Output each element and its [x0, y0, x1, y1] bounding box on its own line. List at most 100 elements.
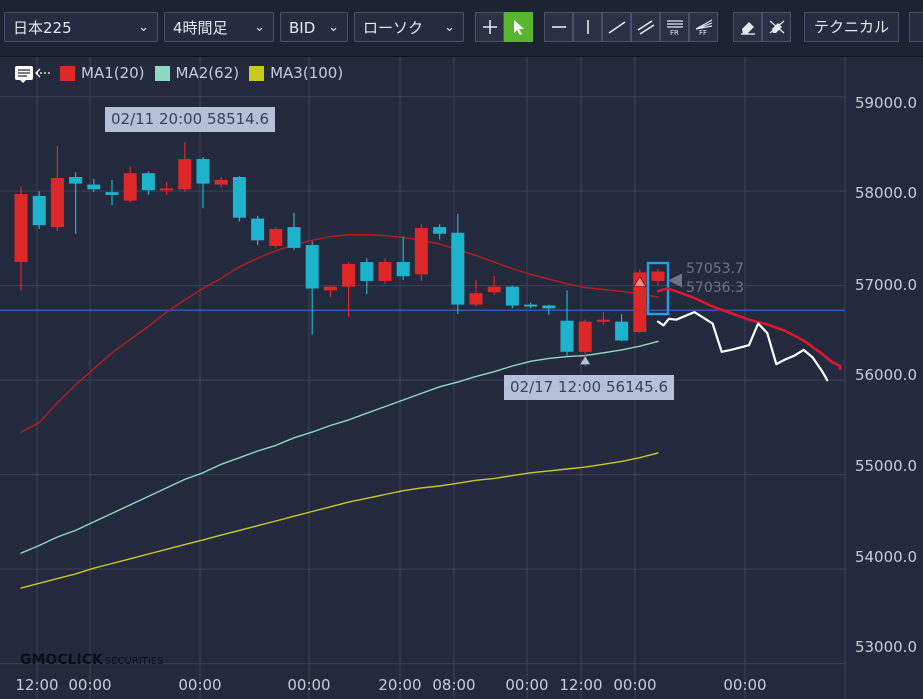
ma1-line — [20, 234, 659, 433]
crosshair-icon — [482, 20, 497, 34]
fibonacci-fan-tool-button[interactable]: FF — [689, 12, 718, 42]
chevron-down-icon: ⌄ — [254, 20, 265, 35]
chevron-down-icon: ⌄ — [138, 20, 149, 35]
logo-main-text: GMOCLICK — [20, 652, 103, 668]
timeframe-label: 4時間足 — [173, 19, 228, 37]
price-type-dropdown[interactable]: BID ⌄ — [280, 12, 348, 42]
price-label-upper: 57053.7 — [686, 261, 744, 277]
fibonacci-retracement-tool-button[interactable]: FR — [660, 12, 689, 42]
x-axis-label: 00:00 — [287, 676, 331, 694]
y-axis-label: 57000.0 — [854, 276, 917, 294]
legend-ma3: MA3(100) — [249, 64, 343, 82]
low-price-tooltip: 02/17 12:00 56145.6 — [504, 375, 675, 400]
candle-bullish — [50, 177, 64, 228]
horizontal-line-icon — [551, 26, 566, 28]
candles — [14, 142, 665, 367]
gmo-click-logo: GMOCLICK SECURITIES — [20, 652, 163, 668]
ma3-swatch — [249, 65, 265, 81]
candle-bearish — [396, 262, 410, 277]
legend-ma3-label: MA3(100) — [270, 64, 344, 82]
candle-bullish — [469, 293, 483, 305]
candle-bullish — [214, 179, 228, 185]
candle-bearish — [451, 232, 465, 305]
candle-bullish — [487, 286, 501, 293]
candle-bearish — [251, 218, 265, 241]
delete-all-drawings-button[interactable] — [762, 12, 791, 42]
y-axis-label: 54000.0 — [854, 548, 917, 566]
candle-bullish — [342, 263, 356, 287]
pointer-tool-button[interactable] — [504, 12, 533, 42]
parallel-lines-icon — [637, 20, 654, 35]
symbol-dropdown[interactable]: 日本225 ⌄ — [4, 12, 158, 42]
annotation-white-line — [656, 311, 829, 382]
x-axis-label: 20:00 — [378, 676, 422, 694]
candle-bullish — [651, 271, 665, 281]
legend-ma1-label: MA1(20) — [81, 64, 145, 82]
channel-line-tool-button[interactable] — [631, 12, 660, 42]
high-price-tooltip: 02/11 20:00 58514.6 — [105, 107, 276, 132]
horizontal-line-tool-button[interactable] — [544, 12, 573, 42]
candle-bullish — [269, 228, 283, 246]
y-axis-label: 53000.0 — [854, 638, 917, 656]
candle-bearish — [196, 159, 210, 184]
ma2-swatch — [154, 65, 170, 81]
x-axis-label: 00:00 — [505, 676, 549, 694]
x-axis-label: 12:00 — [559, 676, 603, 694]
candle-bearish — [360, 262, 374, 281]
ma1-swatch — [60, 65, 75, 81]
candle-bearish — [141, 173, 155, 191]
candle-bearish — [615, 321, 629, 341]
candle-bullish — [178, 159, 192, 190]
candle-bearish — [287, 227, 301, 248]
candle-bullish — [578, 321, 592, 352]
candle-bullish — [596, 319, 610, 322]
eraser-delete-icon — [769, 20, 784, 34]
trend-line-icon — [608, 21, 625, 34]
candle-bullish — [123, 173, 137, 201]
candle-bearish — [105, 192, 119, 195]
candle-bullish — [378, 262, 392, 281]
x-axis-label: 00:00 — [613, 676, 657, 694]
ma3-line — [20, 452, 659, 589]
fibonacci-fan-icon: FF — [695, 19, 712, 36]
legend-menu-icon[interactable] — [14, 63, 54, 83]
x-axis-label: 08:00 — [432, 676, 476, 694]
chart-style-dropdown[interactable]: ローソク ⌄ — [354, 12, 464, 42]
x-axis-label: 00:00 — [723, 676, 767, 694]
ma2-line — [20, 340, 659, 554]
price-chart[interactable] — [0, 57, 923, 699]
alert-triangle-icon — [633, 275, 647, 288]
moving-averages — [20, 234, 659, 589]
technical-button[interactable]: テクニカル — [804, 12, 899, 42]
candle-bearish — [505, 286, 519, 306]
y-axis-label: 58000.0 — [854, 184, 917, 202]
annotation-red-line — [656, 287, 842, 371]
legend-ma1: MA1(20) — [60, 64, 145, 82]
logo-sub-text: SECURITIES — [104, 656, 164, 667]
toolbar: 日本225 ⌄ 4時間足 ⌄ BID ⌄ ローソク ⌄ FR FF テクニカル — [0, 0, 923, 57]
crosshair-tool-button[interactable] — [475, 12, 504, 42]
timeframe-dropdown[interactable]: 4時間足 ⌄ — [164, 12, 274, 42]
candle-bearish — [69, 177, 83, 184]
cursor-arrow-icon — [513, 20, 524, 35]
vertical-line-icon — [586, 20, 589, 34]
low-marker-triangle — [580, 356, 591, 365]
eraser-tool-button[interactable] — [733, 12, 762, 42]
x-axis-label: 00:00 — [68, 676, 112, 694]
trend-line-tool-button[interactable] — [602, 12, 631, 42]
legend-ma2-label: MA2(62) — [175, 64, 240, 82]
vertical-line-tool-button[interactable] — [573, 12, 602, 42]
chart-style-label: ローソク — [363, 19, 424, 37]
candle-bullish — [14, 194, 28, 263]
chevron-down-icon: ⌄ — [328, 20, 339, 35]
toolbar-overflow-button[interactable] — [909, 12, 923, 42]
y-axis-label: 55000.0 — [854, 457, 917, 475]
candle-bullish — [414, 228, 428, 275]
candle-bullish — [633, 272, 647, 332]
candle-bearish — [542, 305, 556, 309]
legend-ma2: MA2(62) — [154, 64, 240, 82]
candle-bearish — [433, 227, 447, 234]
chart-grid — [0, 57, 846, 699]
drawings — [580, 261, 842, 382]
candle-bearish — [32, 195, 46, 226]
